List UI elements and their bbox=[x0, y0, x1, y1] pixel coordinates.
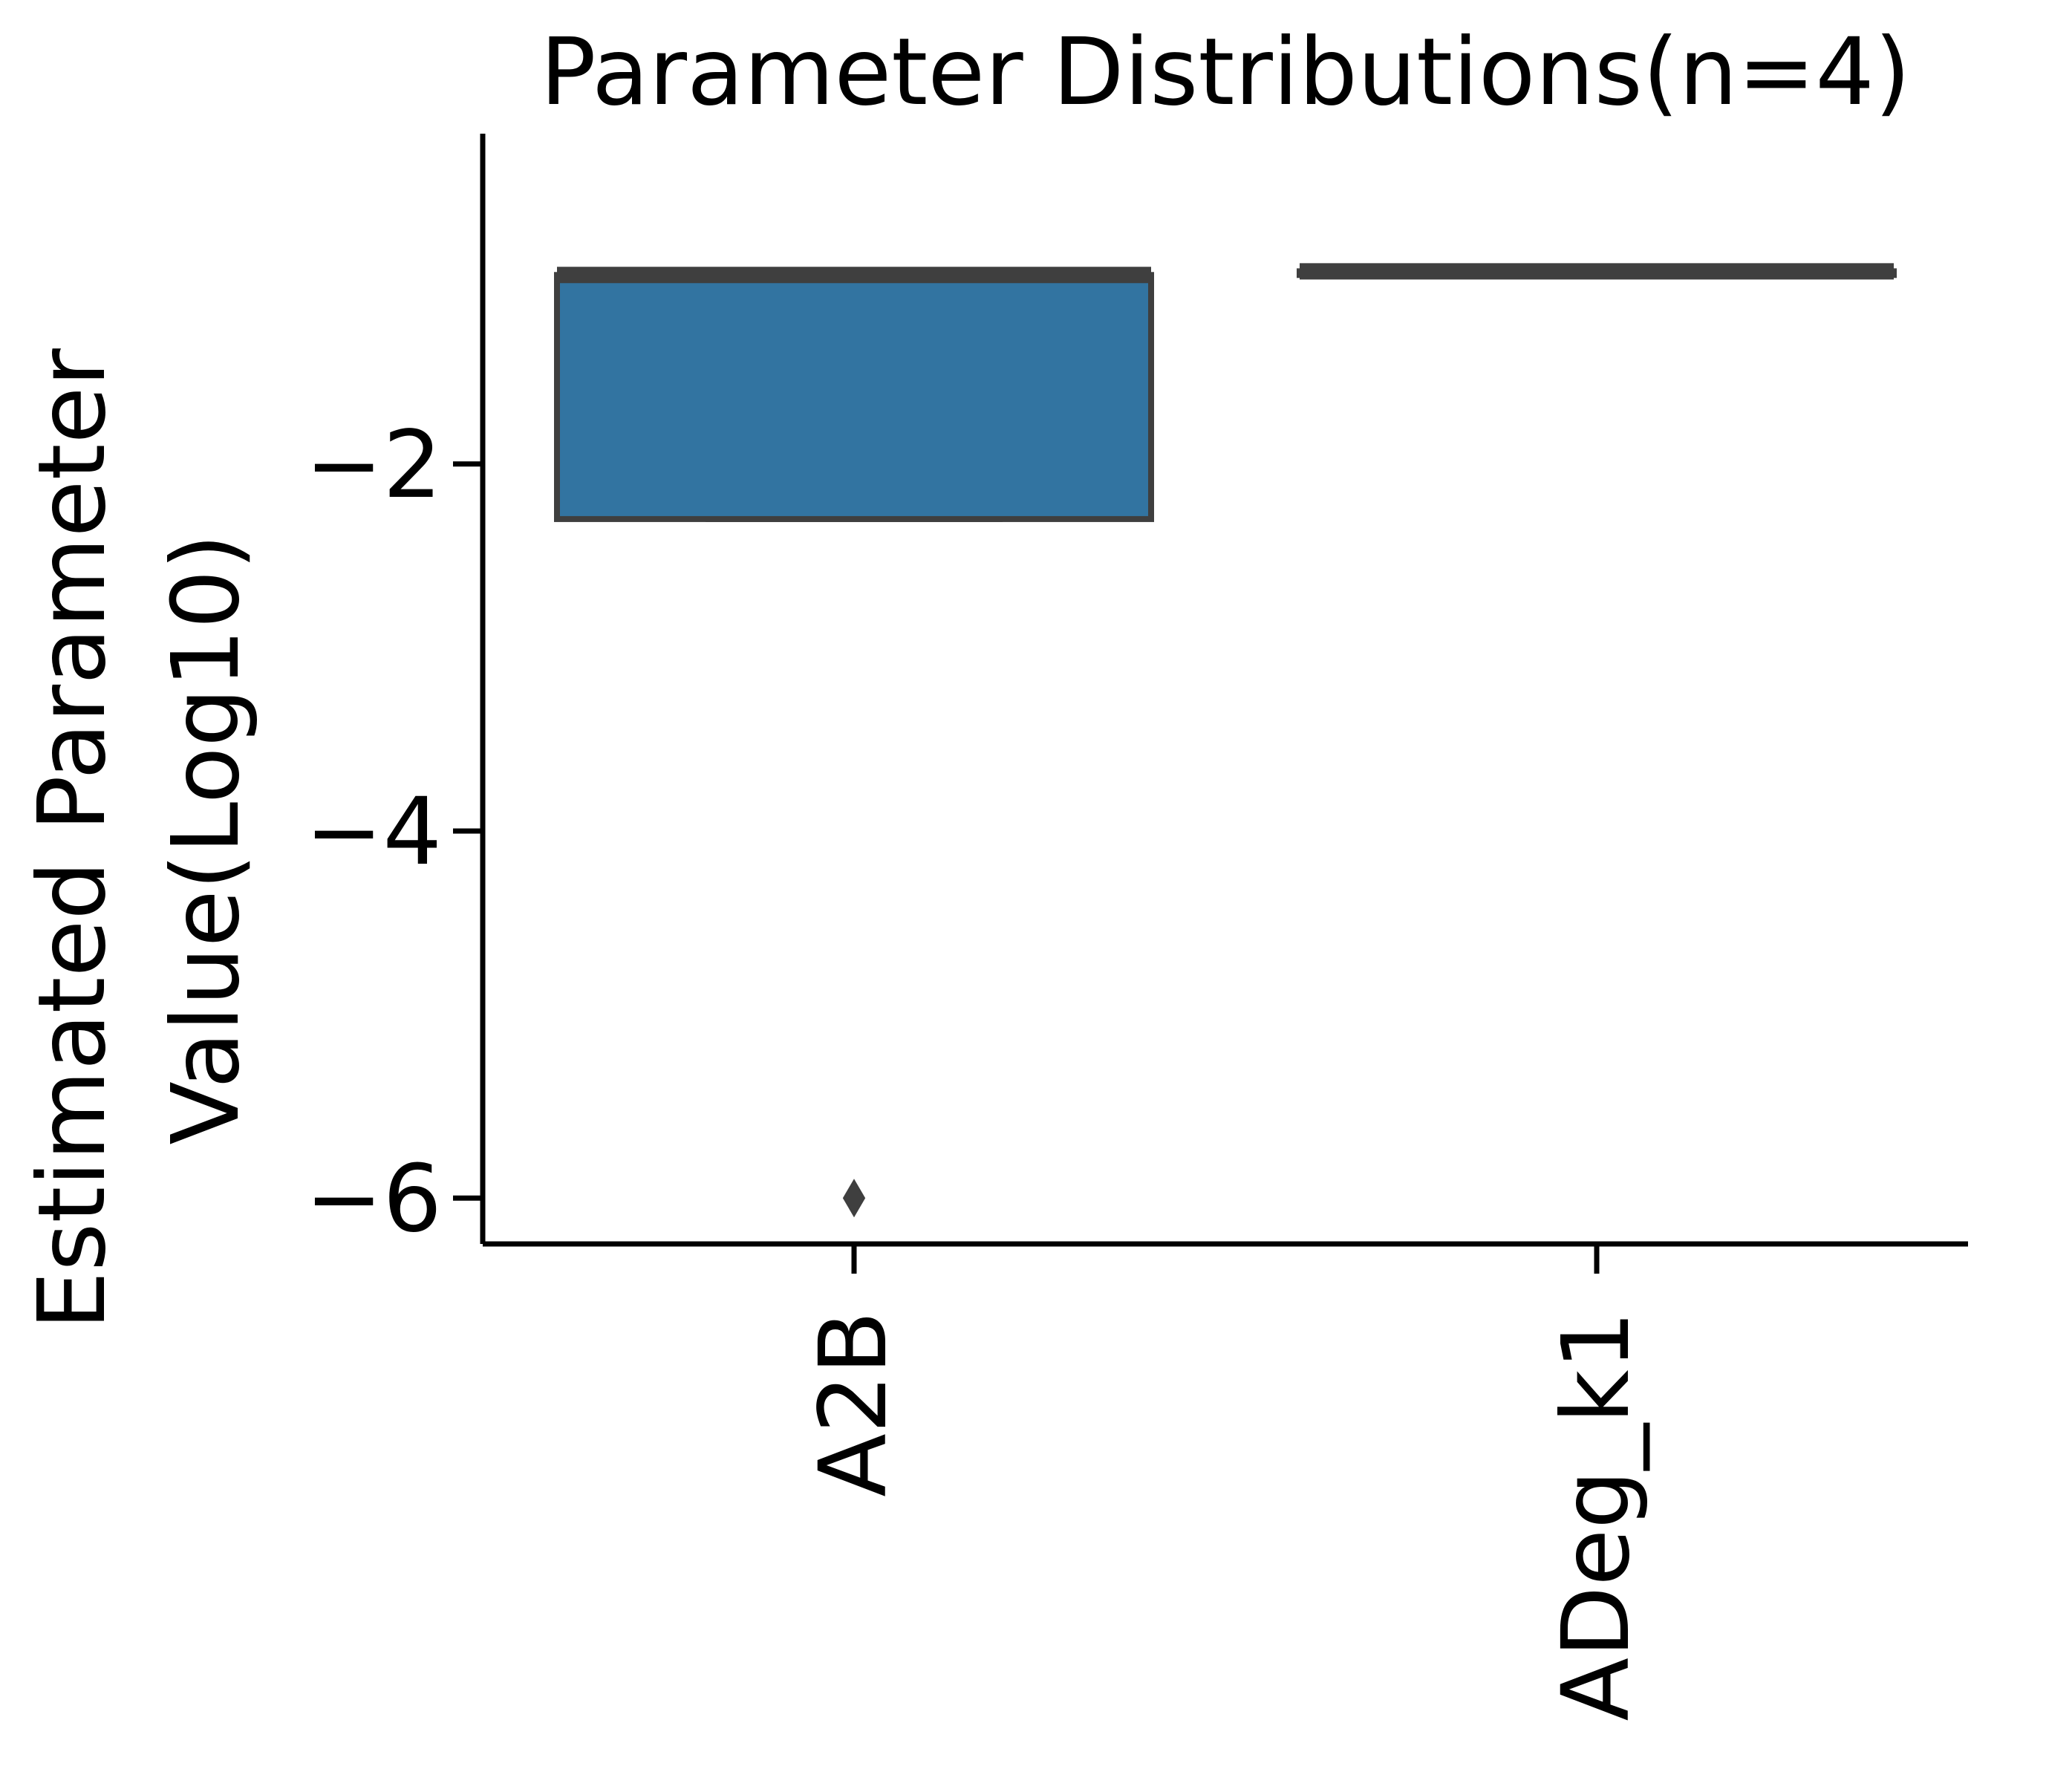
x-tick-label: ADeg_k1 bbox=[1542, 1311, 1650, 1721]
x-tick-label-group: A2B bbox=[800, 1311, 908, 1497]
y-tick-label: −4 bbox=[305, 778, 442, 886]
y-tick-label: −6 bbox=[305, 1145, 442, 1253]
x-tick-label: A2B bbox=[800, 1311, 908, 1497]
y-axis-label-line-1: Estimated Parameter bbox=[19, 348, 126, 1330]
x-tick-label-group: ADeg_k1 bbox=[1542, 1311, 1650, 1721]
plot-area bbox=[554, 263, 1897, 1218]
y-axis-label-line-2: Value(Log10) bbox=[152, 533, 260, 1144]
chart-title: Parameter Distributions(n=4) bbox=[540, 19, 1910, 126]
box-A2B bbox=[554, 272, 1154, 522]
y-tick-label: −2 bbox=[305, 411, 442, 519]
axes: A2B ADeg_k1 −2 −4 −6 bbox=[305, 411, 1650, 1721]
outlier-point bbox=[842, 1179, 866, 1218]
